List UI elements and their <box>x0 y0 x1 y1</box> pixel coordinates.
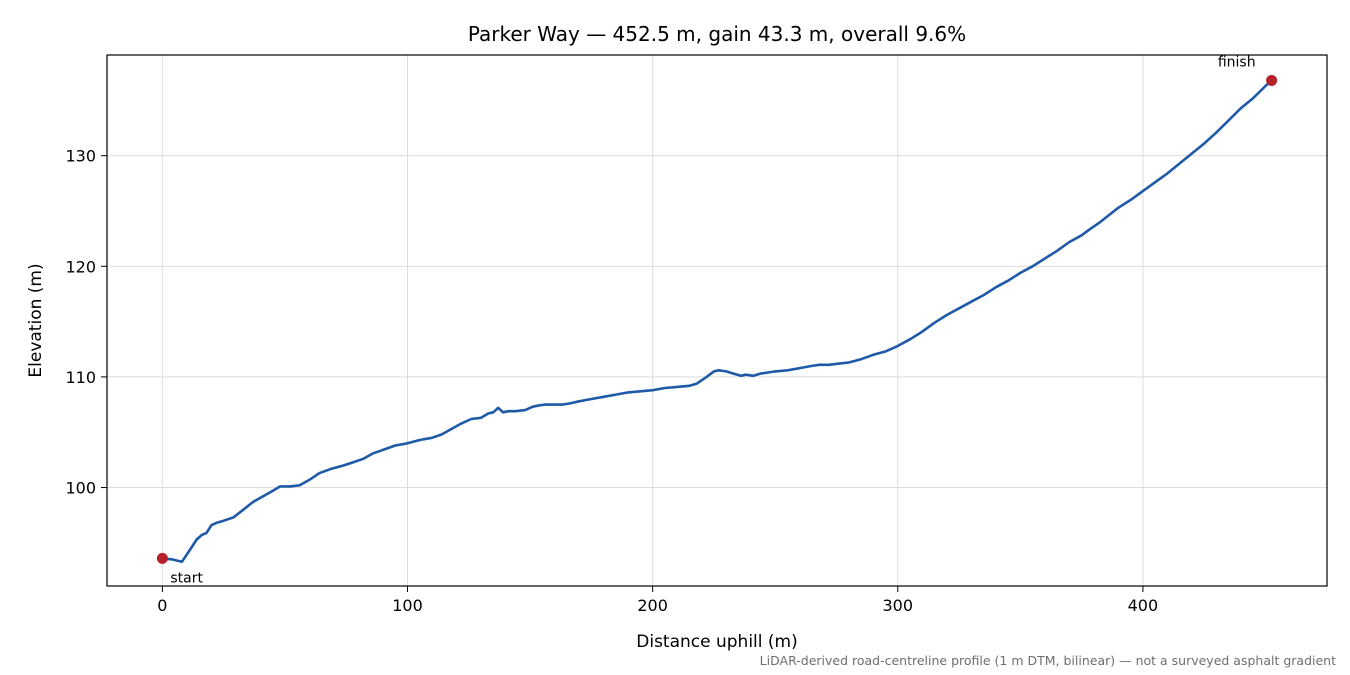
x-tick-label: 200 <box>637 596 668 615</box>
series-layer: start finish <box>156 54 1278 586</box>
x-axis-title: Distance uphill (m) <box>636 632 797 652</box>
x-tick-label: 400 <box>1128 596 1159 615</box>
finish-marker <box>1266 74 1278 86</box>
ticks-layer: 0 100 200 300 400 100 110 120 130 <box>65 147 1158 615</box>
chart-title: Parker Way — 452.5 m, gain 43.3 m, overa… <box>468 22 966 46</box>
elevation-line <box>161 79 1273 564</box>
start-label: start <box>170 570 203 586</box>
finish-label: finish <box>1218 54 1256 70</box>
y-axis-title: Elevation (m) <box>26 263 46 377</box>
grid-layer <box>107 55 1327 586</box>
x-tick-label: 100 <box>392 596 423 615</box>
y-tick-label: 110 <box>65 368 96 387</box>
x-tick-label: 0 <box>157 596 167 615</box>
footnote: LiDAR-derived road-centreline profile (1… <box>760 653 1336 668</box>
y-tick-label: 130 <box>65 147 96 166</box>
start-marker <box>156 552 168 564</box>
y-tick-label: 100 <box>65 479 96 498</box>
plot-area-frame <box>106 54 1328 587</box>
x-tick-label: 300 <box>883 596 914 615</box>
y-tick-label: 120 <box>65 257 96 276</box>
